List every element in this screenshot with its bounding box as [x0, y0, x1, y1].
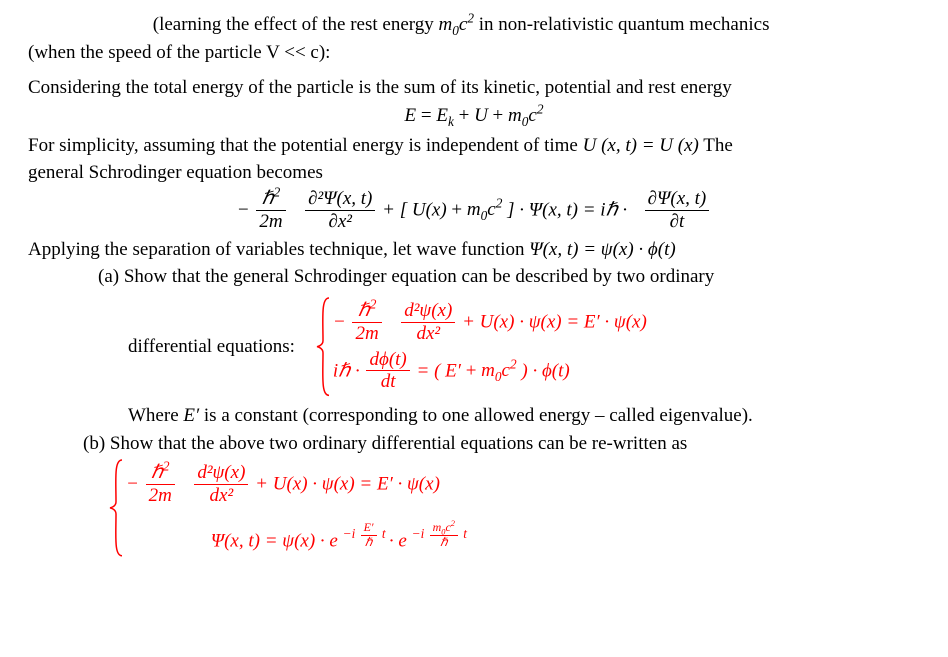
line-2: (when the speed of the particle V << c):: [28, 40, 920, 66]
page-root: (learning the effect of the rest energy …: [0, 0, 948, 570]
line1b: in non-relativistic quantum mechanics: [479, 14, 770, 35]
eprime: E′: [183, 405, 199, 426]
line-3: Considering the total energy of the part…: [28, 75, 920, 101]
frac-d2Psi-dx2: ∂²Ψ(x, t) ∂x²: [305, 188, 375, 233]
part-a-line1: (a) Show that the general Schrodinger eq…: [98, 264, 920, 290]
line-6: Applying the separation of variables tec…: [28, 237, 920, 263]
left-brace-icon-2: [108, 458, 126, 558]
line-5: general Schrodinger equation becomes: [28, 160, 920, 186]
Uxt-eq-Ux: U (x, t) = U (x): [583, 135, 699, 156]
part-b-line: (b) Show that the above two ordinary dif…: [83, 431, 920, 457]
diffeq-label: differential equations:: [128, 334, 295, 360]
partb-system-red: − ℏ2 2m d²ψ(x) dx² + U(x) · ψ(x) = E′ · …: [108, 497, 467, 518]
line1a: (learning the effect of the rest energy: [153, 14, 439, 35]
frac-hbar2-2m: ℏ2 2m: [256, 188, 285, 233]
line-4: For simplicity, assuming that the potent…: [28, 133, 920, 159]
energy-equation: E = Ek + U + m0c2: [28, 103, 920, 129]
sep-eq: Ψ(x, t) = ψ(x) · ϕ(t): [529, 239, 675, 260]
ode-system-red: − ℏ2 2m d²ψ(x) dx² + U(x) · ψ(x) = E′ · …: [315, 296, 647, 397]
left-brace-icon: [315, 296, 333, 397]
frac-dPsi-dt: ∂Ψ(x, t) ∂t: [645, 188, 710, 233]
where-line: Where E′ is a constant (corresponding to…: [128, 403, 920, 429]
partb-system-row: − ℏ2 2m d²ψ(x) dx² + U(x) · ψ(x) = E′ · …: [28, 458, 920, 558]
diffeq-row: differential equations: − ℏ2 2m: [28, 292, 920, 401]
schrodinger-equation: − ℏ2 2m ∂²Ψ(x, t) ∂x² + [ U(x) + m0c2 ] …: [28, 188, 920, 233]
line-1: (learning the effect of the rest energy …: [28, 12, 920, 38]
m0c2: m0c2: [439, 14, 479, 35]
